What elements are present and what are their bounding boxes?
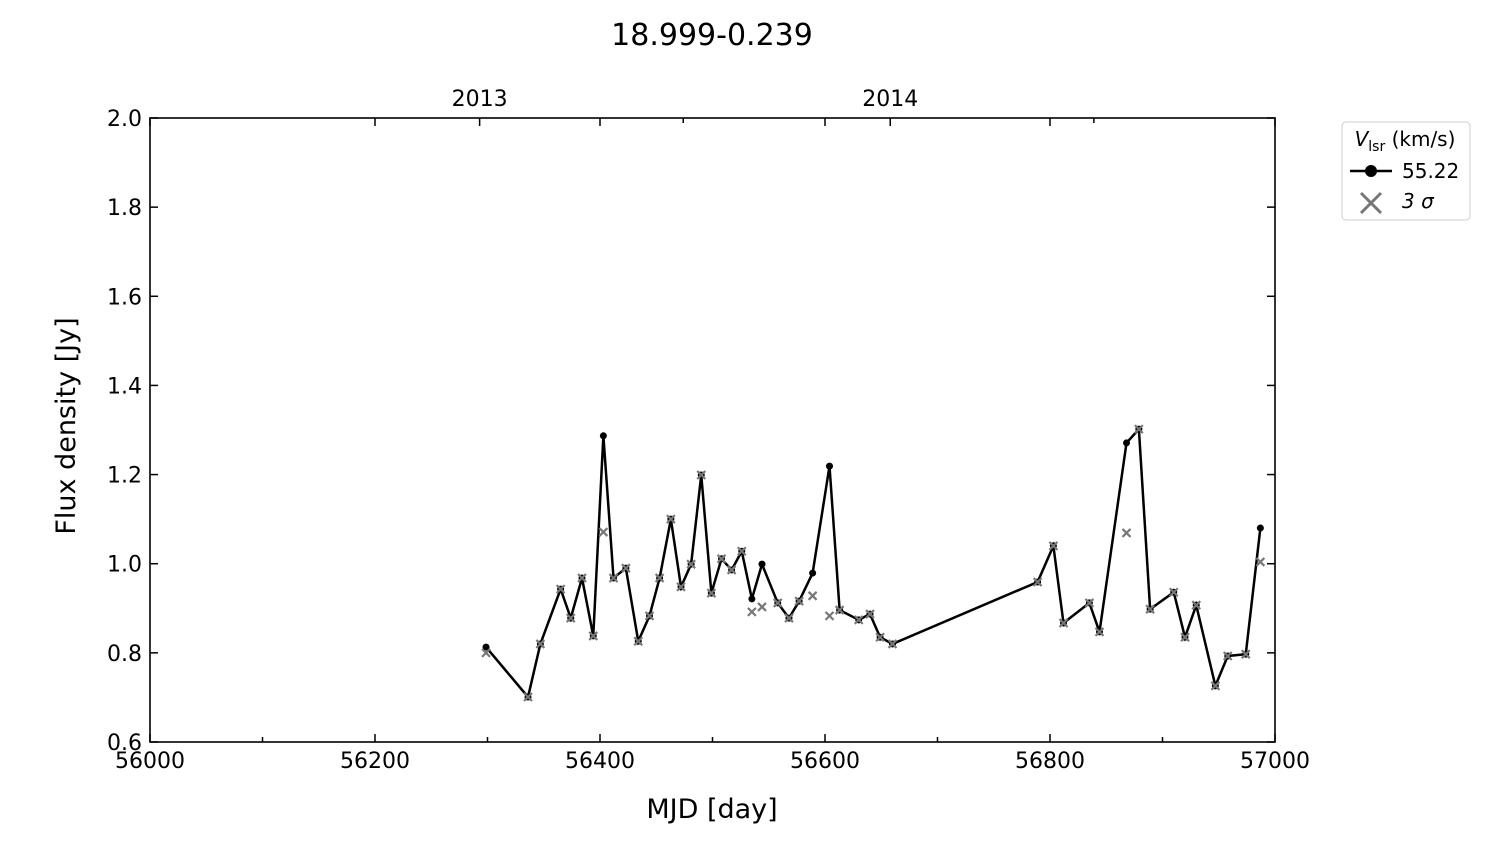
y-tick-label: 1.4 bbox=[107, 374, 142, 399]
data-point bbox=[826, 462, 833, 470]
sigma-cross bbox=[726, 565, 737, 575]
sigma-cross bbox=[535, 639, 546, 649]
sigma-cross bbox=[772, 598, 783, 608]
x-tick-label: 56000 bbox=[115, 749, 185, 774]
sigma-cross bbox=[784, 613, 794, 623]
sigma-cross bbox=[875, 632, 885, 643]
legend-title: Vlsr (km/s) bbox=[1355, 127, 1456, 155]
sigma-cross bbox=[588, 631, 599, 641]
legend-label: 3 σ bbox=[1402, 189, 1435, 213]
sigma-cross bbox=[834, 605, 845, 615]
sigma-cross bbox=[794, 596, 804, 606]
sigma-cross bbox=[1084, 598, 1095, 608]
sigma-cross bbox=[565, 613, 576, 623]
legend-cross bbox=[1359, 191, 1383, 215]
sigma-cross bbox=[887, 639, 898, 649]
chart-title: 18.999-0.239 bbox=[611, 18, 813, 53]
data-point bbox=[748, 595, 756, 603]
x-tick-label: 56600 bbox=[790, 749, 860, 774]
sigma-cross bbox=[654, 573, 665, 583]
y-tick-label: 0.6 bbox=[107, 731, 142, 756]
top-tick-label: 2013 bbox=[452, 87, 508, 112]
sigma-cross bbox=[577, 573, 587, 583]
sigma-cross bbox=[1032, 577, 1043, 587]
legend-label: 55.22 bbox=[1402, 159, 1459, 183]
y-axis-label: Flux density [Jy] bbox=[51, 317, 82, 534]
data-point bbox=[758, 560, 766, 568]
legend-title-subscript: lsr bbox=[1368, 139, 1385, 155]
sigma-cross bbox=[598, 527, 609, 537]
sigma-cross bbox=[481, 648, 491, 658]
x-tick-label: 56400 bbox=[565, 749, 635, 774]
top-tick-label: 2014 bbox=[862, 87, 918, 112]
sigma-cross bbox=[523, 692, 533, 702]
y-tick-label: 0.8 bbox=[107, 642, 142, 667]
sigma-cross bbox=[716, 554, 727, 564]
sigma-cross bbox=[1094, 627, 1105, 637]
plot-frame bbox=[149, 117, 1276, 743]
series-line bbox=[485, 426, 1262, 700]
legend-marker bbox=[1365, 165, 1377, 177]
sigma-cross bbox=[757, 602, 767, 612]
sigma-cross bbox=[666, 514, 676, 524]
sigma-cross bbox=[1180, 632, 1190, 643]
sigma-cross bbox=[686, 559, 696, 569]
y-tick-label: 1.6 bbox=[107, 285, 142, 310]
sigma-cross bbox=[824, 611, 835, 621]
x-tick-label: 57000 bbox=[1240, 749, 1310, 774]
y-tick-label: 1.0 bbox=[107, 553, 142, 578]
data-point bbox=[1123, 439, 1130, 447]
legend-title-unit: (km/s) bbox=[1385, 127, 1455, 151]
y-tick-label: 1.8 bbox=[107, 196, 142, 221]
sigma-cross bbox=[747, 607, 757, 617]
sigma-cross bbox=[1222, 651, 1233, 661]
y-tick-label: 2.0 bbox=[107, 107, 142, 132]
sigma-cross bbox=[1255, 557, 1266, 567]
sigma-cross bbox=[608, 573, 619, 583]
sigma-cross bbox=[1240, 649, 1251, 659]
sigma-cross bbox=[676, 582, 686, 592]
sigma-cross bbox=[1058, 618, 1069, 628]
sigma-cross bbox=[865, 609, 875, 619]
x-axis-label: MJD [day] bbox=[646, 794, 777, 825]
sigma-cross bbox=[1145, 604, 1155, 614]
y-tick-label: 1.2 bbox=[107, 464, 142, 489]
sigma-cross bbox=[1168, 587, 1179, 598]
sigma-cross bbox=[1134, 424, 1144, 434]
data-point bbox=[1256, 524, 1264, 532]
data-point bbox=[482, 643, 490, 651]
sigma-cross bbox=[807, 591, 818, 601]
sigma-cross bbox=[736, 546, 747, 557]
sigma-cross bbox=[633, 636, 644, 647]
sigma-cross bbox=[621, 563, 631, 573]
sigma-cross bbox=[853, 615, 864, 625]
data-point bbox=[809, 569, 817, 577]
sigma-cross bbox=[1048, 541, 1059, 551]
legend-title-symbol: V bbox=[1355, 127, 1370, 151]
sigma-cross bbox=[1121, 528, 1132, 538]
sigma-cross bbox=[706, 588, 717, 598]
sigma-cross bbox=[1210, 681, 1221, 691]
legend: Vlsr (km/s) 55.22 3 σ bbox=[1341, 121, 1471, 221]
legend-box bbox=[1341, 121, 1471, 221]
sigma-cross bbox=[1191, 600, 1202, 610]
x-tick-label: 56800 bbox=[1015, 749, 1085, 774]
sigma-cross bbox=[555, 584, 566, 594]
data-point bbox=[599, 432, 607, 440]
sigma-cross bbox=[696, 470, 707, 480]
sigma-cross bbox=[644, 611, 655, 621]
x-tick-label: 56200 bbox=[340, 749, 410, 774]
